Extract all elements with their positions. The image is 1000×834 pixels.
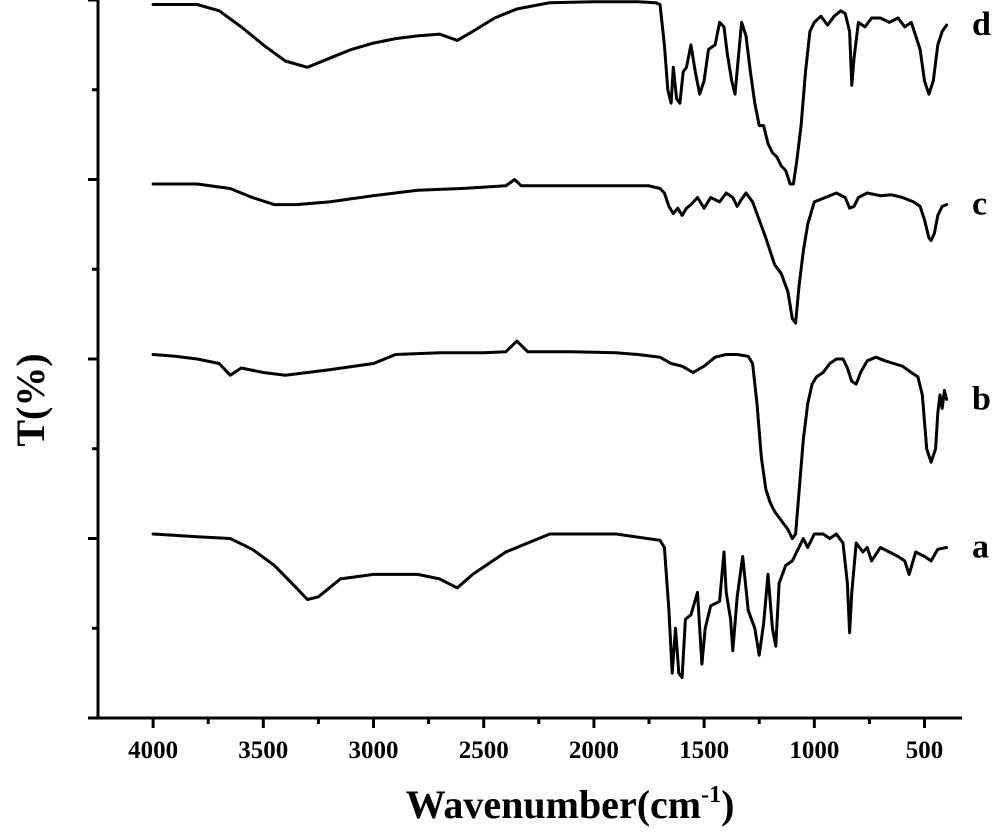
x-tick-label-2000: 2000: [569, 737, 619, 764]
x-axis-title-close: ): [721, 782, 734, 827]
series-label-a: a: [972, 528, 989, 565]
series-label-c: c: [972, 186, 987, 223]
spectrum-line-b: [151, 339, 949, 540]
x-tick-label-500: 500: [906, 737, 944, 764]
x-axis-title-main: Wavenumber(cm: [406, 782, 702, 827]
series-label-b: b: [972, 380, 991, 417]
x-tick-label-1500: 1500: [679, 737, 729, 764]
x-tick-label-4000: 4000: [128, 737, 178, 764]
spectrum-line-c: [151, 178, 949, 325]
spectra: [151, 0, 949, 680]
series-label-d: d: [972, 6, 991, 43]
spectrum-line-a: [151, 532, 949, 680]
chart-axes: [96, 0, 962, 720]
x-tick-label-2500: 2500: [459, 737, 509, 764]
x-tick-label-3000: 3000: [349, 737, 399, 764]
x-axis-title: Wavenumber(cm-1): [406, 782, 735, 827]
y-ticks: [88, 0, 98, 720]
x-axis-title-superscript: -1: [701, 782, 721, 808]
x-ticks: 4000 3500 3000 2500 2000 1500 1000 500: [128, 718, 943, 764]
y-axis-title: T(%): [8, 353, 53, 446]
x-tick-label-1000: 1000: [789, 737, 839, 764]
spectrum-line-d: [151, 0, 949, 186]
series-labels: a b c d: [972, 6, 991, 565]
x-tick-label-3500: 3500: [238, 737, 288, 764]
